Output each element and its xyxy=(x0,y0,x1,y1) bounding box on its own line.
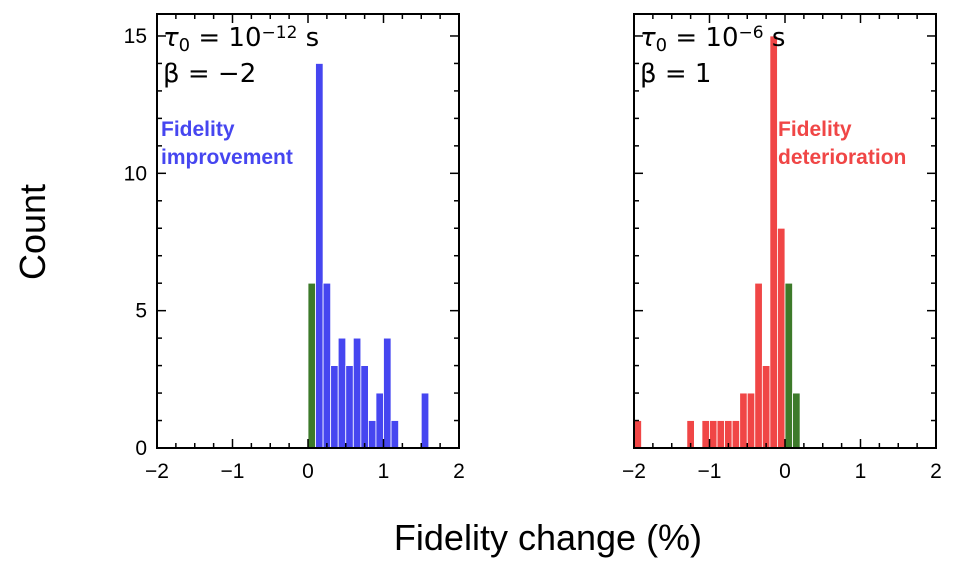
histogram-bar xyxy=(761,365,771,449)
histogram-bar xyxy=(709,420,718,449)
histogram-bar xyxy=(633,420,642,449)
x-tick-label: −2 xyxy=(145,460,169,483)
histogram-bar xyxy=(330,365,339,449)
histogram-bar xyxy=(716,420,725,449)
tau-annotation: τ0 = 10−6 s xyxy=(640,23,785,56)
y-tick-label: 0 xyxy=(135,437,147,460)
beta-annotation: β = 1 xyxy=(640,59,711,89)
histogram-bar xyxy=(701,420,710,449)
x-tick-label: 2 xyxy=(930,460,942,483)
histogram-bar xyxy=(731,420,741,449)
histogram-bar xyxy=(777,227,786,449)
callout-line-2: deterioration xyxy=(778,146,906,169)
beta-annotation: β = −2 xyxy=(163,59,256,89)
histogram-bar xyxy=(307,282,316,449)
histogram-bar xyxy=(352,337,362,449)
histogram-bar xyxy=(739,392,748,449)
callout-line-1: Fidelity xyxy=(778,118,852,141)
y-axis-label: Count xyxy=(12,184,53,280)
y-tick-label: 15 xyxy=(124,25,147,48)
histogram-bar xyxy=(746,392,756,449)
callout-line-2: improvement xyxy=(161,146,293,169)
histogram-bar xyxy=(420,392,430,449)
histogram-bar xyxy=(769,35,778,449)
histogram-bar xyxy=(784,282,793,449)
x-tick-label: 1 xyxy=(378,460,390,483)
histogram-bar xyxy=(375,392,384,449)
histogram-bar xyxy=(322,282,332,449)
x-tick-label: −1 xyxy=(221,460,245,483)
x-axis-label: Fidelity change (%) xyxy=(394,517,702,558)
histogram-bar xyxy=(345,365,354,449)
x-tick-label: 1 xyxy=(855,460,867,483)
histogram-bar xyxy=(360,365,369,449)
histogram-bar xyxy=(383,337,392,449)
x-tick-label: 2 xyxy=(453,460,465,483)
histogram-bar xyxy=(367,420,377,449)
x-tick-label: 0 xyxy=(302,460,314,483)
y-tick-label: 10 xyxy=(124,162,147,185)
y-tick-label: 5 xyxy=(135,300,147,323)
histogram-bar xyxy=(390,420,399,449)
histogram-bar xyxy=(792,392,801,449)
chart-panel-1: −2 −1 0 1 2 0 5 10 15 τ0 = 10−12 sβ = −2 Fidelity i… xyxy=(124,13,465,483)
histogram-bar xyxy=(754,282,763,449)
histogram-bar xyxy=(337,337,347,449)
histogram-bar xyxy=(315,63,324,449)
chart-panel-2: −2 −1 0 1 2 τ0 = 10−6 sβ = 1 Fidelity deteriora… xyxy=(622,13,942,483)
x-tick-label: −1 xyxy=(698,460,722,483)
x-tick-label: 0 xyxy=(779,460,791,483)
x-tick-label: −2 xyxy=(622,460,646,483)
tau-annotation: τ0 = 10−12 s xyxy=(163,23,319,56)
callout-line-1: Fidelity xyxy=(161,118,235,141)
